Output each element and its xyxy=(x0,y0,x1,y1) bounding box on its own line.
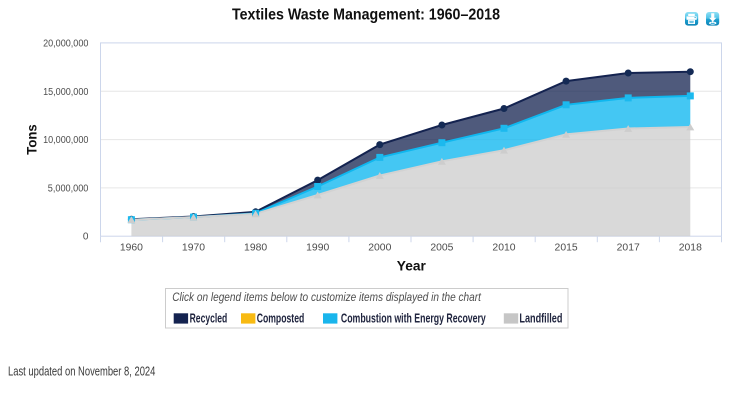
svg-text:2005: 2005 xyxy=(430,243,454,254)
svg-text:2017: 2017 xyxy=(617,243,641,254)
svg-text:1970: 1970 xyxy=(182,243,206,254)
svg-text:2015: 2015 xyxy=(555,243,579,254)
svg-text:Recycled: Recycled xyxy=(190,312,228,326)
svg-text:Year: Year xyxy=(397,258,427,274)
svg-text:5,000,000: 5,000,000 xyxy=(48,183,89,194)
svg-text:Combustion with Energy Recover: Combustion with Energy Recovery xyxy=(341,312,486,326)
svg-text:2018: 2018 xyxy=(679,243,703,254)
svg-text:2000: 2000 xyxy=(368,243,392,254)
svg-text:1990: 1990 xyxy=(306,243,330,254)
svg-text:Textiles Waste Management: 196: Textiles Waste Management: 1960–2018 xyxy=(232,6,500,23)
svg-text:Tons: Tons xyxy=(24,124,40,155)
svg-text:1960: 1960 xyxy=(120,243,144,254)
svg-text:10,000,000: 10,000,000 xyxy=(43,135,89,146)
svg-text:Last updated on November 8, 20: Last updated on November 8, 2024 xyxy=(8,365,155,379)
svg-text:Landfilled: Landfilled xyxy=(519,312,562,326)
svg-text:0: 0 xyxy=(83,232,89,243)
svg-text:15,000,000: 15,000,000 xyxy=(43,87,89,98)
svg-text:Click on legend items below to: Click on legend items below to customize… xyxy=(172,290,481,304)
svg-text:1980: 1980 xyxy=(244,243,268,254)
svg-text:20,000,000: 20,000,000 xyxy=(43,39,89,50)
svg-text:2010: 2010 xyxy=(492,243,516,254)
svg-text:Composted: Composted xyxy=(257,312,305,326)
